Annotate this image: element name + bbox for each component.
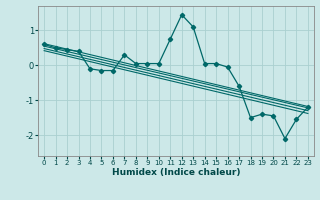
X-axis label: Humidex (Indice chaleur): Humidex (Indice chaleur) (112, 168, 240, 177)
